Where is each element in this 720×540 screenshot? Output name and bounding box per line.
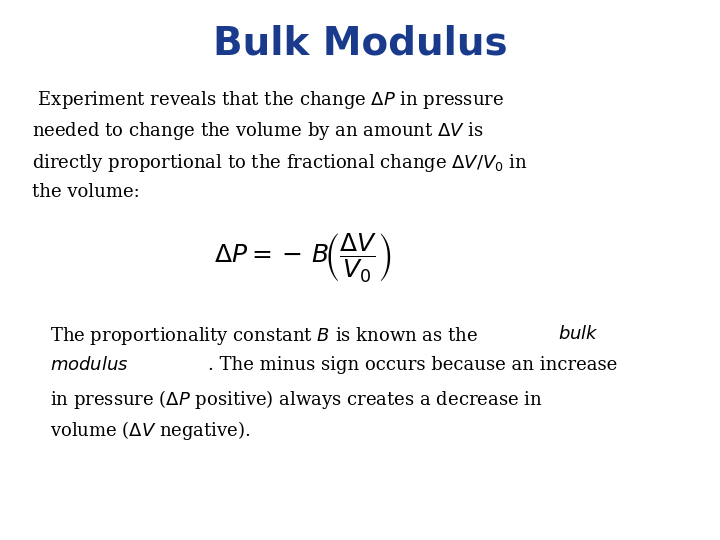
Text: Bulk Modulus: Bulk Modulus xyxy=(212,24,508,62)
Text: volume ($\Delta V$ negative).: volume ($\Delta V$ negative). xyxy=(50,419,251,442)
Text: . The minus sign occurs because an increase: . The minus sign occurs because an incre… xyxy=(208,356,617,374)
Text: the volume:: the volume: xyxy=(32,183,140,201)
Text: needed to change the volume by an amount $\Delta V$ is: needed to change the volume by an amount… xyxy=(32,120,484,143)
Text: $\bf{\it{modulus}}$: $\bf{\it{modulus}}$ xyxy=(50,356,129,374)
Text: The proportionality constant $B$ is known as the: The proportionality constant $B$ is know… xyxy=(50,325,480,347)
Text: Experiment reveals that the change $\Delta P$ in pressure: Experiment reveals that the change $\Del… xyxy=(32,89,505,111)
Text: in pressure ($\Delta P$ positive) always creates a decrease in: in pressure ($\Delta P$ positive) always… xyxy=(50,388,543,411)
Text: $\Delta P = -\,B\!\left(\dfrac{\Delta V}{V_0}\right)$: $\Delta P = -\,B\!\left(\dfrac{\Delta V}… xyxy=(214,231,391,284)
Text: directly proportional to the fractional change $\Delta V/V_0$ in: directly proportional to the fractional … xyxy=(32,152,528,174)
Text: $\bf{\it{bulk}}$: $\bf{\it{bulk}}$ xyxy=(558,325,599,343)
